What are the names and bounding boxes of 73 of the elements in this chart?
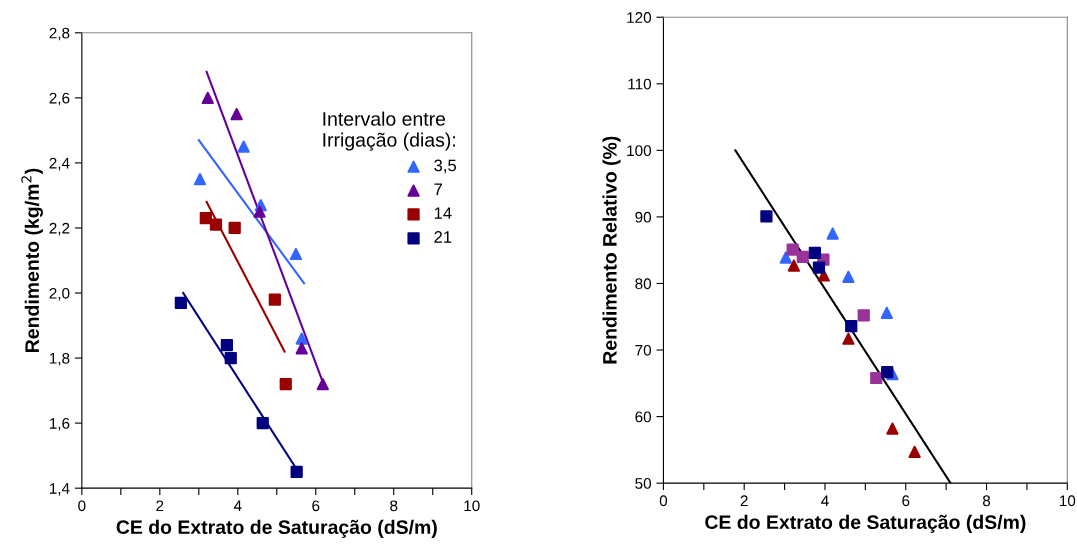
y-tick-label: 2,0 bbox=[49, 287, 70, 301]
y-axis-title: Rendimento (kg/m$^{2}$) bbox=[21, 168, 43, 352]
point bbox=[845, 319, 858, 333]
point bbox=[908, 445, 921, 458]
point bbox=[230, 108, 243, 121]
point bbox=[842, 270, 855, 283]
point bbox=[886, 422, 899, 435]
x-tick-label: 4 bbox=[233, 500, 242, 512]
legend-title: Intervalo entre Irrigação (dias): bbox=[323, 111, 455, 151]
y-tick-label: 1,8 bbox=[49, 352, 70, 366]
x-tick-label: 8 bbox=[982, 495, 991, 507]
x-tick-label: 0 bbox=[659, 495, 668, 507]
point bbox=[295, 332, 308, 345]
point bbox=[224, 351, 237, 365]
x-tick-label: 6 bbox=[312, 500, 320, 512]
y-tick-label: 50 bbox=[635, 478, 652, 489]
point bbox=[870, 371, 883, 385]
point bbox=[786, 243, 799, 256]
point bbox=[295, 342, 308, 355]
y-tick-label: 120 bbox=[627, 12, 652, 23]
y-tick-label: 2,8 bbox=[49, 27, 70, 41]
point bbox=[174, 296, 187, 309]
legend-label: 3,5 bbox=[434, 159, 457, 174]
x-tick-label: 0 bbox=[78, 500, 86, 512]
point bbox=[289, 247, 303, 261]
x-tick-label: 2 bbox=[740, 495, 748, 507]
point bbox=[237, 140, 250, 153]
y-tick-label: 90 bbox=[635, 211, 652, 223]
point bbox=[199, 212, 212, 225]
point bbox=[279, 377, 292, 391]
point bbox=[209, 218, 223, 231]
point bbox=[760, 210, 773, 223]
y-tick-label: 60 bbox=[635, 411, 652, 423]
y-tick-label: 80 bbox=[635, 278, 652, 290]
point bbox=[193, 173, 207, 186]
legend-label: 14 bbox=[434, 207, 452, 219]
point bbox=[228, 221, 241, 235]
legend-label: 21 bbox=[434, 231, 452, 243]
y-tick-label: 110 bbox=[628, 78, 652, 90]
point bbox=[796, 250, 809, 263]
point bbox=[316, 377, 329, 391]
x-tick-label: 10 bbox=[464, 500, 480, 512]
x-tick-label: 4 bbox=[821, 495, 829, 507]
point bbox=[881, 365, 894, 379]
y-tick-label: 2,4 bbox=[49, 157, 70, 171]
y-tick-label: 1,6 bbox=[49, 417, 70, 431]
y-tick-label: 70 bbox=[635, 344, 652, 356]
point bbox=[787, 259, 800, 272]
point bbox=[826, 227, 839, 240]
x-axis-title: CE do Extrato de Saturação (dS/m) bbox=[705, 514, 1026, 533]
point bbox=[290, 465, 303, 479]
y-tick-label: 100 bbox=[627, 145, 652, 157]
x-tick-label: 6 bbox=[902, 495, 910, 507]
y-tick-label: 2,6 bbox=[49, 92, 70, 106]
y-axis-title: Rendimento Relativo (%) bbox=[602, 136, 621, 364]
point bbox=[857, 309, 870, 322]
point bbox=[256, 417, 269, 430]
point bbox=[842, 332, 855, 345]
x-tick-label: 2 bbox=[156, 500, 164, 512]
y-tick-label: 1,4 bbox=[49, 483, 70, 496]
point bbox=[201, 91, 214, 104]
x-axis-title: CE do Extrato de Saturação (dS/m) bbox=[116, 519, 437, 538]
y-tick-label: 2,2 bbox=[49, 222, 70, 236]
point bbox=[268, 293, 281, 306]
legend-label: 7 bbox=[434, 183, 442, 195]
point bbox=[880, 306, 893, 319]
x-tick-label: 10 bbox=[1059, 495, 1076, 507]
point bbox=[253, 205, 266, 218]
point bbox=[812, 261, 826, 274]
point bbox=[220, 338, 233, 352]
point bbox=[808, 246, 821, 259]
point bbox=[779, 251, 792, 264]
x-tick-label: 8 bbox=[390, 500, 398, 512]
